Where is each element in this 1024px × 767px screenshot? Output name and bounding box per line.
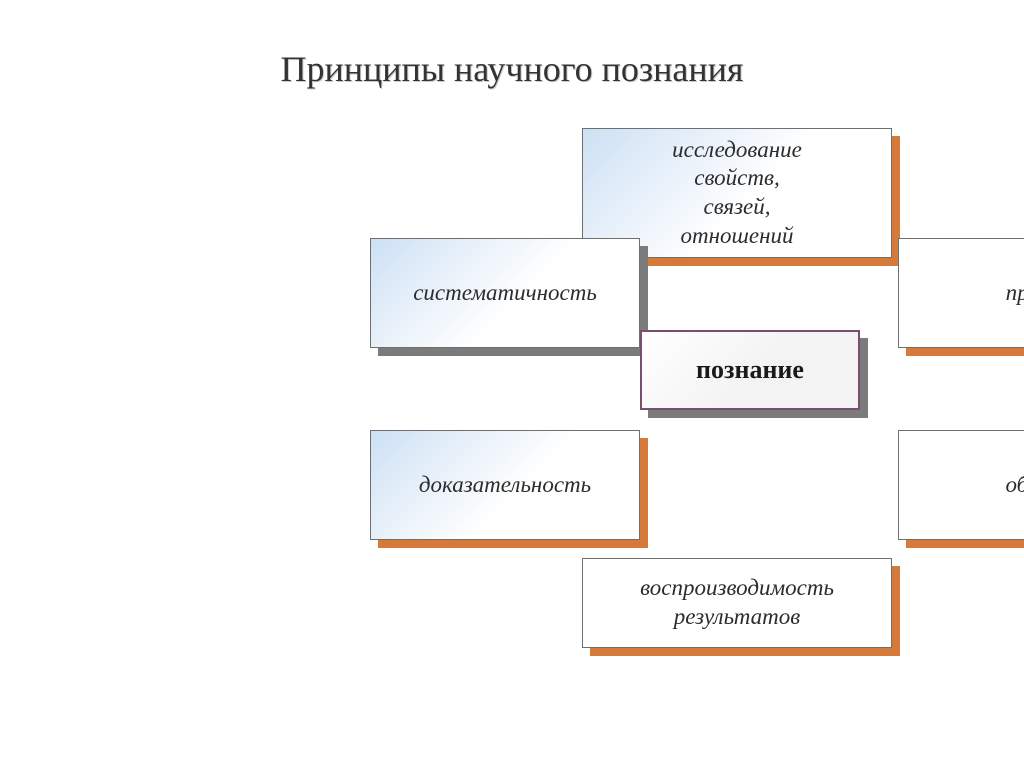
- node-provability: доказательность: [370, 430, 640, 540]
- node-cognition-face: познание: [640, 330, 860, 410]
- node-cognition: познание: [640, 330, 860, 410]
- node-objectivity: объек: [898, 430, 1024, 540]
- node-systematicity-face: систематичность: [370, 238, 640, 348]
- node-reproducibility: воспроизводимость результатов: [582, 558, 892, 648]
- node-reproducibility-face: воспроизводимость результатов: [582, 558, 892, 648]
- node-systematicity: систематичность: [370, 238, 640, 348]
- node-verifiability: прове: [898, 238, 1024, 348]
- slide: Принципы научного познания исследование …: [0, 0, 1024, 767]
- slide-title: Принципы научного познания: [0, 48, 1024, 90]
- node-objectivity-face: объек: [898, 430, 1024, 540]
- node-verifiability-face: прове: [898, 238, 1024, 348]
- node-provability-face: доказательность: [370, 430, 640, 540]
